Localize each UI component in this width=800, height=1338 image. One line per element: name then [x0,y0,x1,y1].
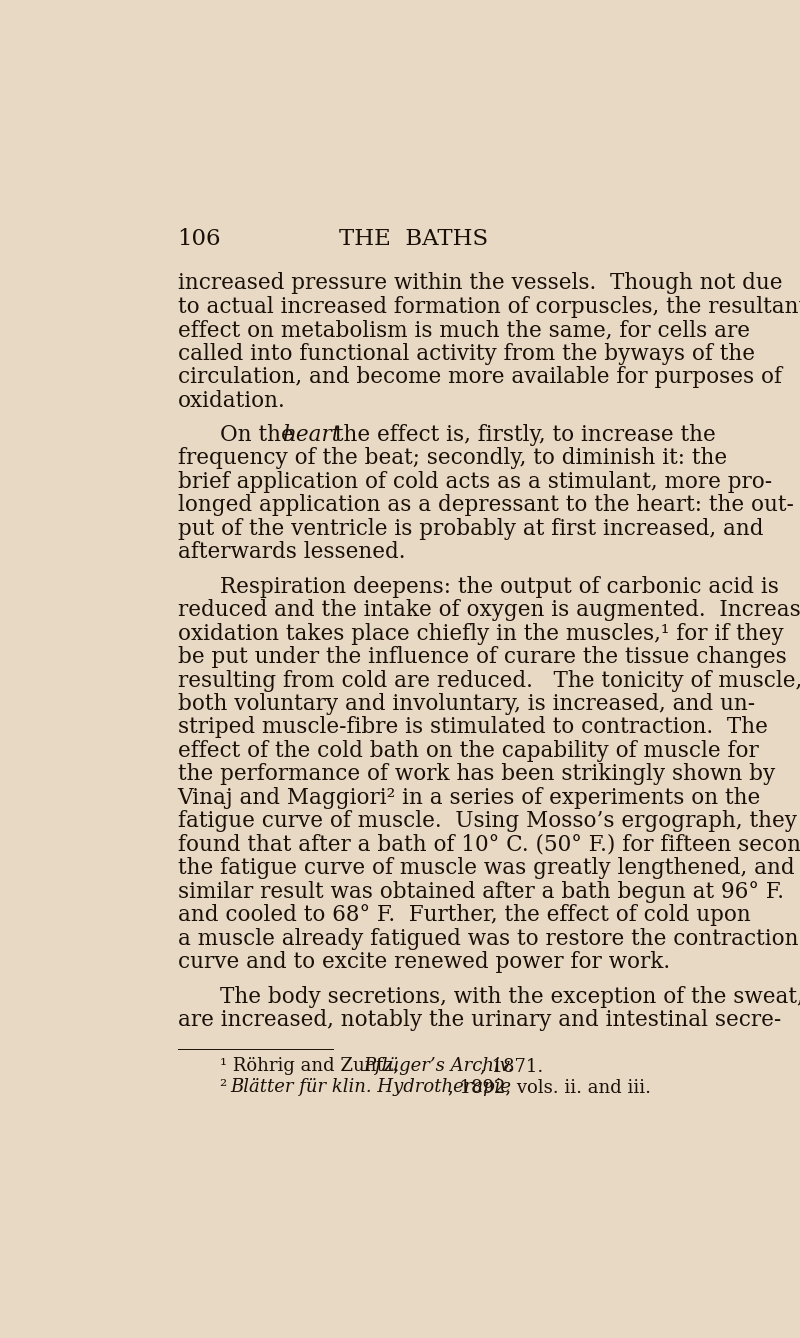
Text: called into functional activity from the byways of the: called into functional activity from the… [178,343,754,365]
Text: THE  BATHS: THE BATHS [339,229,489,250]
Text: put of the ventricle is probably at first increased, and: put of the ventricle is probably at firs… [178,518,763,539]
Text: effect on metabolism is much the same, for cells are: effect on metabolism is much the same, f… [178,320,750,341]
Text: afterwards lessened.: afterwards lessened. [178,542,405,563]
Text: the effect is, firstly, to increase the: the effect is, firstly, to increase the [328,424,716,446]
Text: Pflüger’s Archiv.: Pflüger’s Archiv. [363,1057,514,1076]
Text: oxidation takes place chiefly in the muscles,¹ for if they: oxidation takes place chiefly in the mus… [178,622,783,645]
Text: circulation, and become more available for purposes of: circulation, and become more available f… [178,367,782,388]
Text: frequency of the beat; secondly, to diminish it: the: frequency of the beat; secondly, to dimi… [178,447,726,470]
Text: the performance of work has been strikingly shown by: the performance of work has been strikin… [178,764,774,785]
Text: effect of the cold bath on the capability of muscle for: effect of the cold bath on the capabilit… [178,740,758,761]
Text: found that after a bath of 10° C. (50° F.) for fifteen seconds: found that after a bath of 10° C. (50° F… [178,834,800,856]
Text: a muscle already fatigued was to restore the contraction: a muscle already fatigued was to restore… [178,927,798,950]
Text: heart: heart [282,424,341,446]
Text: longed application as a depressant to the heart: the out-: longed application as a depressant to th… [178,494,794,516]
Text: reduced and the intake of oxygen is augmented.  Increased: reduced and the intake of oxygen is augm… [178,599,800,621]
Text: brief application of cold acts as a stimulant, more pro-: brief application of cold acts as a stim… [178,471,772,492]
Text: curve and to excite renewed power for work.: curve and to excite renewed power for wo… [178,951,670,973]
Text: The body secretions, with the exception of the sweat,: The body secretions, with the exception … [220,986,800,1008]
Text: striped muscle-fibre is stimulated to contraction.  The: striped muscle-fibre is stimulated to co… [178,717,767,739]
Text: , 1871.: , 1871. [480,1057,543,1076]
Text: , 1892, vols. ii. and iii.: , 1892, vols. ii. and iii. [448,1078,651,1096]
Text: Vinaj and Maggiori² in a series of experiments on the: Vinaj and Maggiori² in a series of exper… [178,787,761,809]
Text: ¹ Röhrig and Zuntz,: ¹ Röhrig and Zuntz, [220,1057,405,1076]
Text: On the: On the [220,424,301,446]
Text: similar result was obtained after a bath begun at 96° F.: similar result was obtained after a bath… [178,880,783,903]
Text: 106: 106 [178,229,221,250]
Text: fatigue curve of muscle.  Using Mosso’s ergograph, they: fatigue curve of muscle. Using Mosso’s e… [178,811,797,832]
Text: oxidation.: oxidation. [178,389,286,412]
Text: ²: ² [220,1078,233,1096]
Text: the fatigue curve of muscle was greatly lengthened, and a: the fatigue curve of muscle was greatly … [178,858,800,879]
Text: are increased, notably the urinary and intestinal secre-: are increased, notably the urinary and i… [178,1009,781,1032]
Text: both voluntary and involuntary, is increased, and un-: both voluntary and involuntary, is incre… [178,693,754,714]
Text: and cooled to 68° F.  Further, the effect of cold upon: and cooled to 68° F. Further, the effect… [178,904,750,926]
Text: be put under the influence of curare the tissue changes: be put under the influence of curare the… [178,646,786,668]
Text: Blätter für klin. Hydrotherapie: Blätter für klin. Hydrotherapie [230,1078,511,1096]
Text: Respiration deepens: the output of carbonic acid is: Respiration deepens: the output of carbo… [220,575,779,598]
Text: resulting from cold are reduced.   The tonicity of muscle,: resulting from cold are reduced. The ton… [178,669,800,692]
Text: to actual increased formation of corpuscles, the resultant: to actual increased formation of corpusc… [178,296,800,317]
Text: increased pressure within the vessels.  Though not due: increased pressure within the vessels. T… [178,272,782,294]
